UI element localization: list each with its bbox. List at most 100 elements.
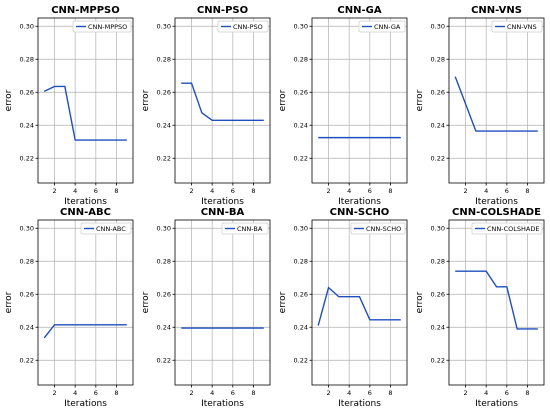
legend: CNN-COLSHADE <box>471 222 543 235</box>
legend: CNN-ABC <box>80 222 132 235</box>
y-tick-label: 0.28 <box>157 258 171 266</box>
y-tick-label: 0.26 <box>157 291 171 299</box>
y-tick-label: 0.24 <box>157 324 171 332</box>
y-axis-label: error <box>415 89 425 111</box>
y-tick-label: 0.26 <box>20 291 34 299</box>
x-tick-label: 4 <box>73 187 77 195</box>
subplot-title: CNN-BA <box>201 207 245 218</box>
series-line <box>317 286 401 326</box>
y-tick-label: 0.30 <box>431 225 445 233</box>
x-tick-label: 2 <box>52 389 56 397</box>
subplot-grid: 2 4 6 8 0.22 0.24 0.26 0.28 0.30 CNN-MPPSO Iterati… <box>4 5 545 409</box>
axes-frame <box>174 17 271 184</box>
y-tick-label: 0.22 <box>431 155 445 163</box>
x-tick-label: 8 <box>251 389 255 397</box>
x-tick-label: 6 <box>368 187 372 195</box>
subplot-title: CNN-COLSHADE <box>452 207 541 218</box>
plot-area <box>449 220 544 385</box>
x-tick-label: 4 <box>484 187 488 195</box>
series-line <box>43 324 127 339</box>
legend-label: CNN-MPPSO <box>88 23 127 31</box>
y-tick-label: 0.22 <box>157 357 171 365</box>
y-tick-label: 0.22 <box>157 155 171 163</box>
x-tick-label: 8 <box>251 187 255 195</box>
axes-frame <box>448 17 545 184</box>
legend-label: CNN-PSO <box>233 23 263 31</box>
x-axis-label: Iterations <box>64 197 107 207</box>
legend: CNN-GA <box>358 20 406 33</box>
y-axis-label: error <box>4 89 14 111</box>
plot-area <box>175 220 270 385</box>
y-tick-label: 0.28 <box>20 56 34 64</box>
x-axis-label: Iterations <box>338 197 381 207</box>
subplot-title: CNN-SCHO <box>330 207 390 218</box>
y-tick-label: 0.22 <box>294 155 308 163</box>
y-tick-label: 0.24 <box>431 324 445 332</box>
y-tick-label: 0.24 <box>157 122 171 130</box>
plot-area <box>38 220 133 385</box>
legend-box <box>80 222 132 235</box>
axes-frame <box>37 17 134 184</box>
legend-label: CNN-VNS <box>507 23 537 31</box>
subplot-title: CNN-PSO <box>197 5 248 16</box>
legend-label: CNN-BA <box>237 225 263 233</box>
legend: CNN-VNS <box>491 20 543 33</box>
subplot-title: CNN-GA <box>337 5 381 16</box>
subplot-title: CNN-MPPSO <box>51 5 120 16</box>
subplot-cnn-colshade: 2 4 6 8 0.22 0.24 0.26 0.28 0.30 CNN-COLSHADE Iter… <box>415 207 545 409</box>
x-axis-label: Iterations <box>201 399 244 409</box>
y-tick-label: 0.30 <box>20 23 34 31</box>
legend-box <box>350 222 406 235</box>
x-axis-label: Iterations <box>201 197 244 207</box>
legend-box <box>471 222 543 235</box>
axes-frame <box>311 17 408 184</box>
y-axis-label: error <box>141 89 151 111</box>
x-tick-label: 8 <box>525 389 529 397</box>
x-tick-label: 2 <box>52 187 56 195</box>
x-tick-label: 2 <box>463 187 467 195</box>
legend-label: CNN-GA <box>374 23 401 31</box>
legend-box <box>491 20 543 33</box>
x-axis-label: Iterations <box>64 399 107 409</box>
subplot-cnn-pso: 2 4 6 8 0.22 0.24 0.26 0.28 0.30 CNN-PSO Iteration… <box>141 5 271 207</box>
x-tick-label: 4 <box>347 187 351 195</box>
y-tick-label: 0.30 <box>20 225 34 233</box>
x-tick-label: 6 <box>94 389 98 397</box>
x-tick-label: 6 <box>505 389 509 397</box>
x-tick-label: 4 <box>347 389 351 397</box>
x-tick-label: 6 <box>231 389 235 397</box>
y-tick-label: 0.28 <box>431 56 445 64</box>
axes-frame <box>37 219 134 386</box>
y-tick-label: 0.22 <box>20 155 34 163</box>
y-tick-label: 0.24 <box>20 122 34 130</box>
series-line <box>43 85 127 141</box>
series-line <box>181 82 264 122</box>
x-tick-label: 8 <box>114 187 118 195</box>
y-tick-label: 0.28 <box>294 56 308 64</box>
plot-area <box>38 18 133 183</box>
y-tick-label: 0.30 <box>157 23 171 31</box>
y-tick-label: 0.26 <box>294 291 308 299</box>
axes-frame <box>448 219 545 386</box>
subplot-cnn-mppso: 2 4 6 8 0.22 0.24 0.26 0.28 0.30 CNN-MPPSO Iterati… <box>4 5 134 207</box>
x-tick-label: 4 <box>484 389 488 397</box>
y-tick-label: 0.28 <box>20 258 34 266</box>
y-tick-label: 0.30 <box>294 23 308 31</box>
y-axis-label: error <box>4 291 14 313</box>
series-line <box>455 270 538 330</box>
y-tick-label: 0.30 <box>294 225 308 233</box>
legend-label: CNN-ABC <box>96 225 126 233</box>
x-tick-label: 2 <box>189 389 193 397</box>
legend-box <box>221 222 269 235</box>
y-tick-label: 0.28 <box>294 258 308 266</box>
x-tick-label: 4 <box>210 187 214 195</box>
subplot-cnn-ba: 2 4 6 8 0.22 0.24 0.26 0.28 0.30 CNN-BA Iterations… <box>141 207 271 409</box>
y-axis-label: error <box>278 89 288 111</box>
subplot-cnn-vns: 2 4 6 8 0.22 0.24 0.26 0.28 0.30 CNN-VNS Iteration… <box>415 5 545 207</box>
y-tick-label: 0.22 <box>431 357 445 365</box>
legend-box <box>358 20 406 33</box>
y-tick-label: 0.30 <box>431 23 445 31</box>
x-axis-label: Iterations <box>475 197 518 207</box>
x-tick-label: 6 <box>231 187 235 195</box>
x-tick-label: 2 <box>326 187 330 195</box>
